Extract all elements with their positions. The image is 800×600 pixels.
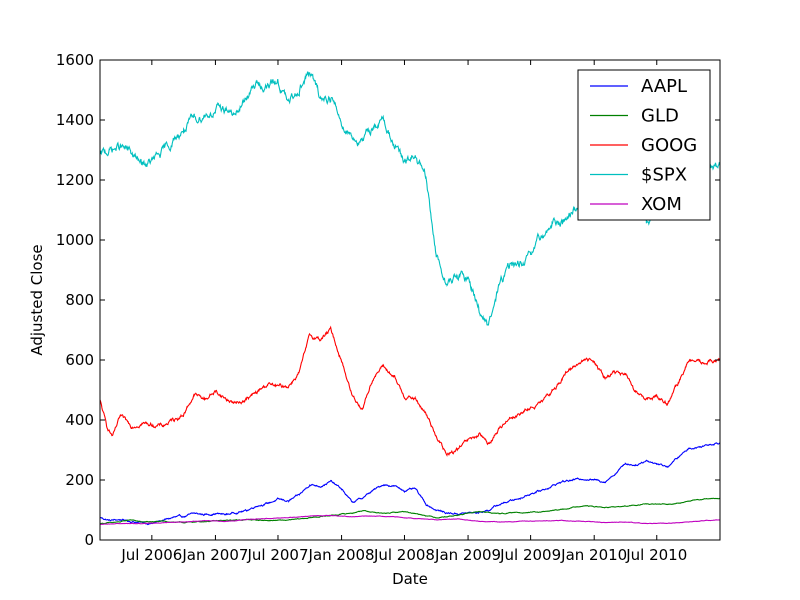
legend-label: XOM xyxy=(641,194,682,215)
y-tick-label: 600 xyxy=(65,351,94,369)
x-tick-label: Jul 2007 xyxy=(246,546,308,564)
x-tick-label: Jul 2008 xyxy=(373,546,435,564)
x-tick-label: Jan 2007 xyxy=(181,546,248,564)
y-tick-label: 800 xyxy=(65,291,94,309)
x-tick-label: Jan 2009 xyxy=(434,546,501,564)
x-tick-label: Jul 2009 xyxy=(499,546,561,564)
y-axis-label: Adjusted Close xyxy=(28,244,46,355)
y-tick-label: 200 xyxy=(65,471,94,489)
legend-label: AAPL xyxy=(641,76,687,97)
x-tick-label: Jan 2008 xyxy=(308,546,375,564)
y-tick-label: 1600 xyxy=(56,51,94,69)
series-line-xom xyxy=(100,514,720,525)
y-tick-label: 1400 xyxy=(56,111,94,129)
series-line-aapl xyxy=(100,442,720,526)
y-tick-label: 1000 xyxy=(56,231,94,249)
x-tick-label: Jul 2010 xyxy=(625,546,687,564)
legend-label: GOOG xyxy=(641,135,697,156)
y-tick-label: 0 xyxy=(84,531,94,549)
legend-label: $SPX xyxy=(641,165,687,186)
x-axis-label: Date xyxy=(392,570,428,588)
series-layer xyxy=(100,71,720,526)
y-tick-label: 400 xyxy=(65,411,94,429)
y-tick-label: 1200 xyxy=(56,171,94,189)
x-tick-label: Jul 2006 xyxy=(120,546,182,564)
legend: AAPL GLD GOOG $SPX XOM xyxy=(577,69,711,221)
series-line-goog xyxy=(100,325,720,457)
series-line-gld xyxy=(100,497,720,525)
x-tick-label: Jan 2010 xyxy=(560,546,627,564)
legend-label: GLD xyxy=(641,106,679,127)
